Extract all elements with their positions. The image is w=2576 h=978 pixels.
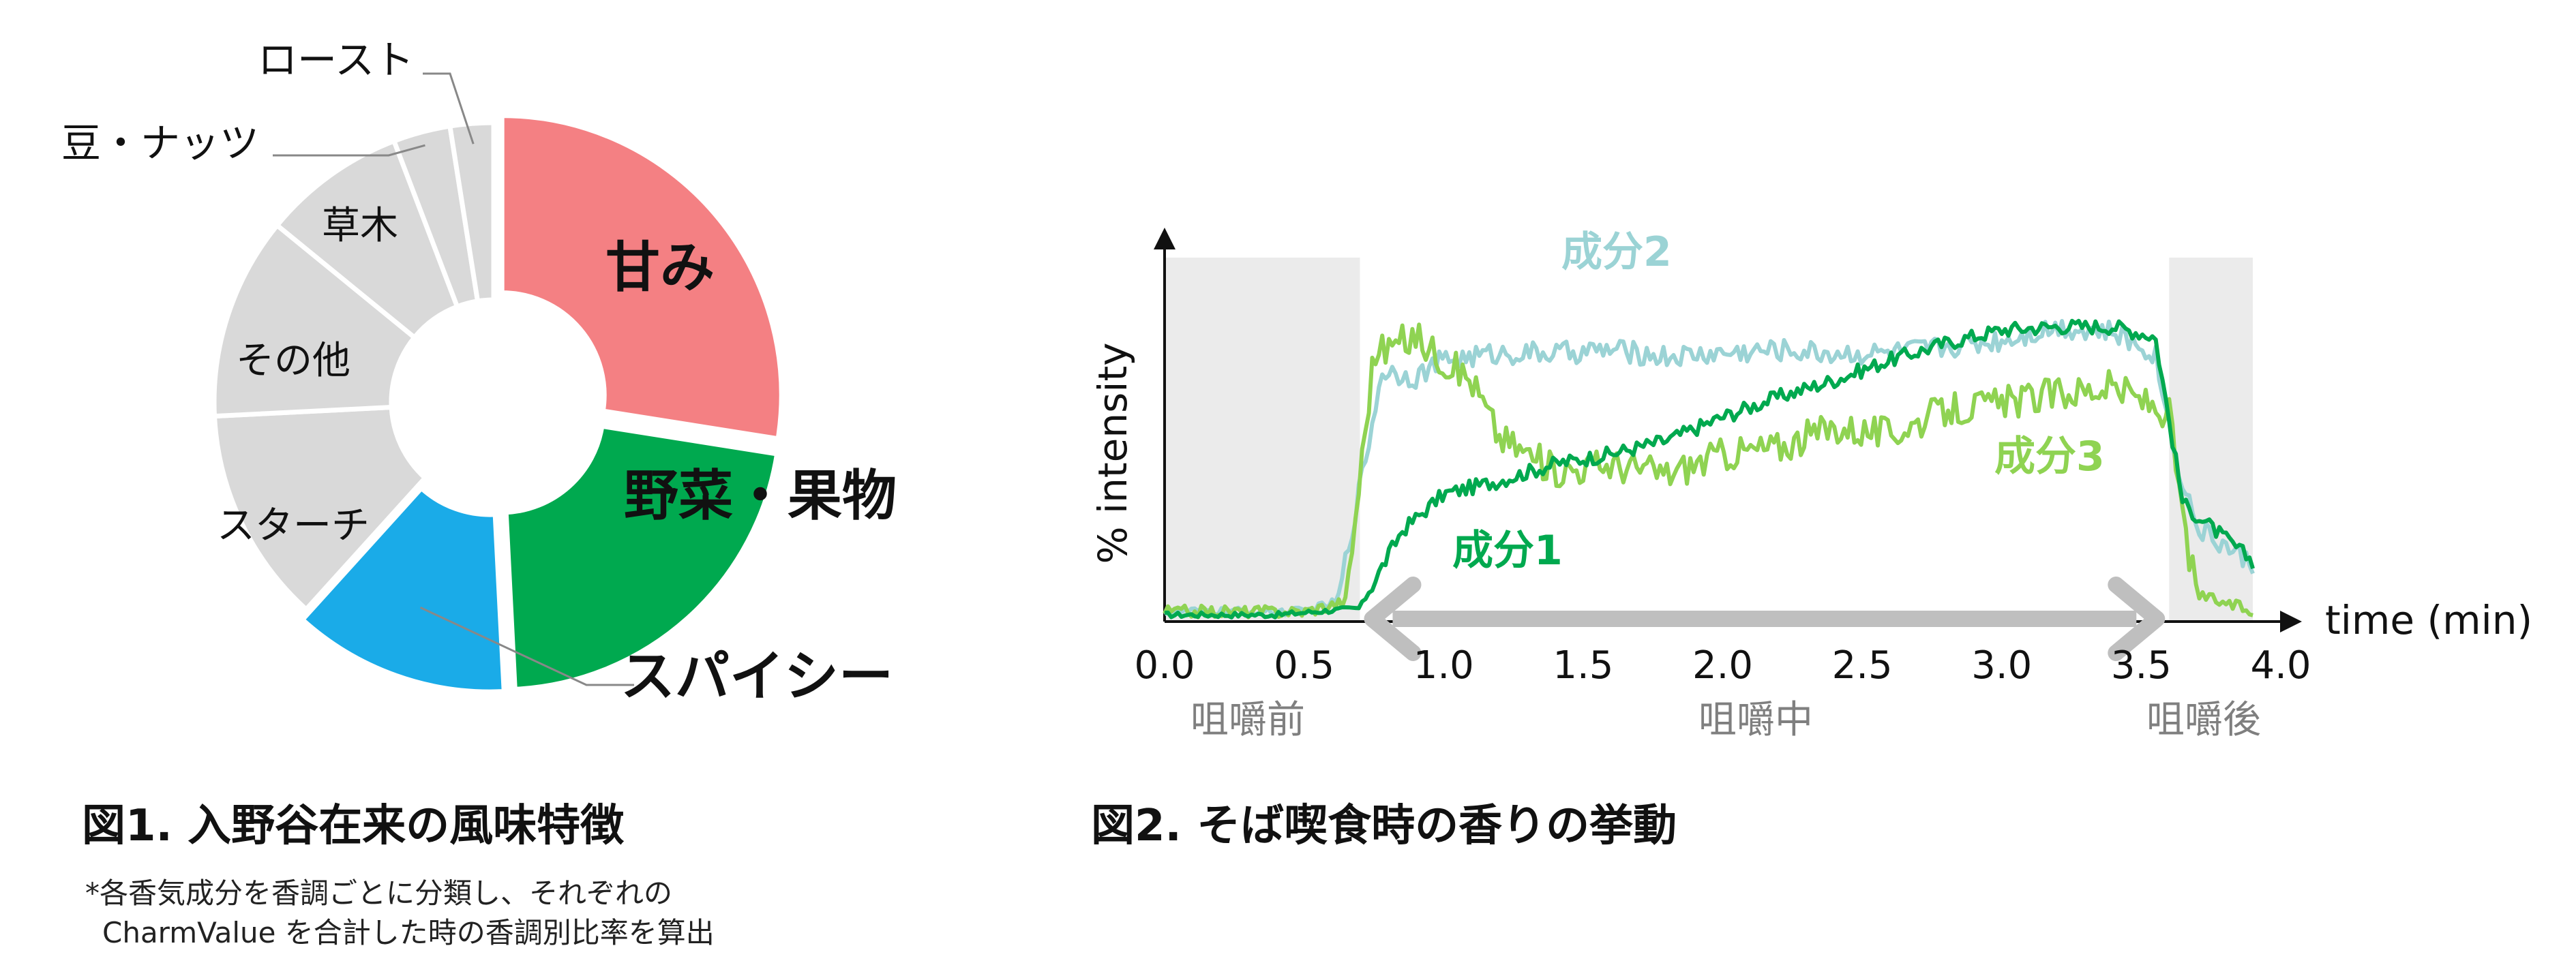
chewing-arrow-left-head bbox=[1364, 577, 1422, 661]
series-line-component-2 bbox=[1163, 319, 2255, 617]
x-tick-label: 3.0 bbox=[1971, 643, 2032, 688]
pie-label-roast: ロースト bbox=[258, 37, 414, 83]
pie-slice-starch bbox=[211, 404, 429, 613]
x-tick-label: 3.5 bbox=[2111, 643, 2172, 688]
x-tick-label: 4.0 bbox=[2250, 643, 2311, 688]
phase-shade-before bbox=[1165, 258, 1360, 622]
leader-line-beans-nuts bbox=[273, 144, 425, 157]
x-tick-label: 2.0 bbox=[1692, 643, 1753, 688]
leader-line-spicy bbox=[419, 607, 634, 686]
chewing-arrow-right-head bbox=[2108, 577, 2166, 661]
figure1-caption: 図1. 入野谷在来の風味特徴 bbox=[82, 801, 625, 851]
phase-label: 咀嚼後 bbox=[2146, 698, 2261, 742]
series-label-component-2: 成分2 bbox=[1561, 228, 1672, 276]
line-chart: 成分1 成分2 成分3 0.0 0.5 1.0 1.5 2.0 2.5 3.0 3.5 4.0 time… bbox=[1090, 228, 2532, 742]
pie-label-veg-fruit: 野菜・果物 bbox=[624, 464, 897, 528]
pie-label-starch: スターチ bbox=[217, 504, 370, 548]
series-line-component-1 bbox=[1164, 318, 2255, 620]
x-tick-label: 1.0 bbox=[1413, 643, 1474, 688]
pie-label-other: その他 bbox=[236, 339, 350, 383]
x-axis-label: time (min) bbox=[2325, 597, 2532, 643]
figure1-note-line2: CharmValue を合計した時の香調別比率を算出 bbox=[102, 916, 715, 949]
pie-slice-sweet bbox=[499, 113, 784, 442]
pie-label-sweet: 甘み bbox=[605, 236, 715, 299]
pie-slice-spicy bbox=[299, 485, 507, 694]
pie-label-plants: 草木 bbox=[322, 204, 398, 248]
pie-slice-other bbox=[211, 221, 418, 419]
figure2-caption: 図2. そば喫食時の香りの挙動 bbox=[1091, 801, 1677, 851]
pie-slice-veg-fruit bbox=[503, 423, 780, 692]
x-tick-label: 2.5 bbox=[1832, 643, 1893, 688]
series-line-component-3 bbox=[1163, 322, 2253, 620]
pie-label-spicy: スパイシー bbox=[620, 645, 893, 708]
series-label-component-1: 成分1 bbox=[1452, 527, 1563, 575]
phase-shade-after bbox=[2169, 258, 2253, 622]
leader-line-roast bbox=[423, 72, 475, 144]
series-label-component-3: 成分3 bbox=[1994, 433, 2105, 480]
x-tick-label: 1.5 bbox=[1553, 643, 1613, 688]
x-tick-label: 0.5 bbox=[1274, 643, 1334, 688]
figure1-note-line1: *各香気成分を香調ごとに分類し、それぞれの bbox=[85, 876, 673, 910]
x-tick-label: 0.0 bbox=[1134, 643, 1195, 688]
pie-slice-roast bbox=[447, 120, 496, 304]
phase-label: 咀嚼中 bbox=[1698, 698, 1813, 742]
y-axis-label: % intensity bbox=[1090, 342, 1136, 564]
phase-label: 咀嚼前 bbox=[1190, 698, 1305, 742]
pie-label-beans-nuts: 豆・ナッツ bbox=[61, 120, 259, 166]
